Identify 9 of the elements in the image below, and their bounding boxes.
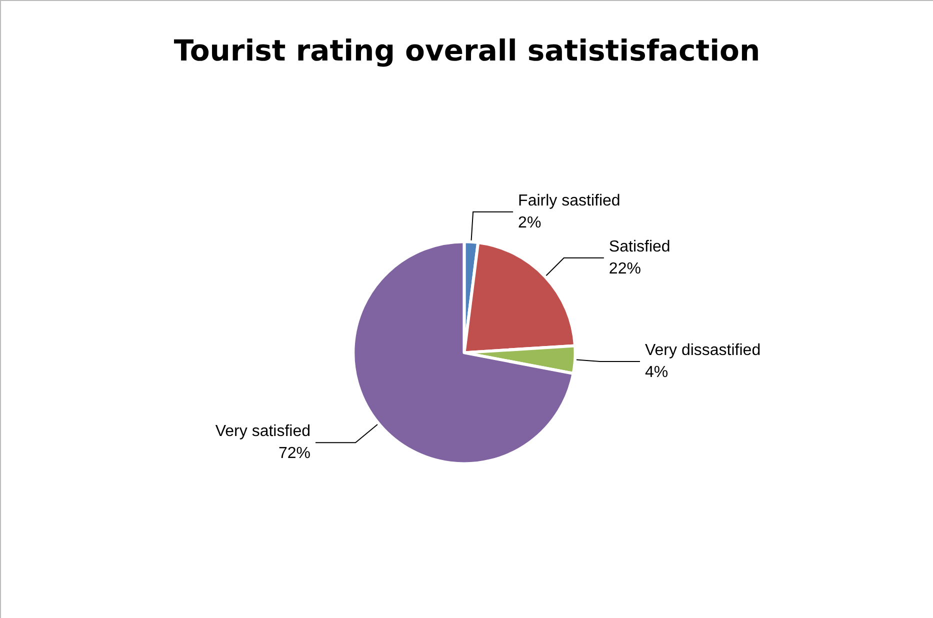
slice-label: Fairly sastified — [518, 192, 620, 210]
slice-label: Very dissastified — [644, 342, 761, 360]
data-label: 22% — [608, 260, 641, 278]
data-label: 72% — [278, 445, 311, 462]
slice-label: Very satisfied — [215, 423, 311, 440]
data-label: 4% — [644, 364, 668, 382]
chart-title: Tourist rating overall satistisfaction — [174, 34, 760, 68]
slice-label: Satisfied — [608, 238, 670, 256]
data-label: 2% — [518, 214, 542, 232]
